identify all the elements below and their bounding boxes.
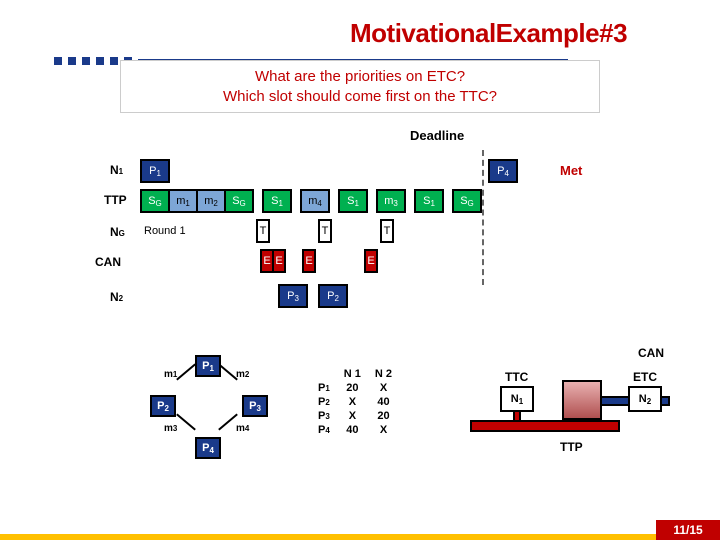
timeline-n1: P1 P4 (140, 159, 518, 183)
timeline-cell: m2 (196, 189, 226, 213)
timeline-ng: TTT (200, 219, 394, 243)
arch-can-label: CAN (638, 346, 664, 360)
timeline-cell: m3 (376, 189, 406, 213)
deadline-label: Deadline (410, 128, 464, 143)
timeline-cell (332, 219, 382, 243)
table-row: P440X (312, 424, 398, 436)
timeline-cell: m4 (300, 189, 330, 213)
graph-edge-m1: m1 (164, 369, 177, 380)
row-label-can: CAN (95, 255, 121, 269)
table-row: P120X (312, 382, 398, 394)
graph-node-p1: P1P1 (195, 355, 221, 377)
timeline-cell: T (256, 219, 270, 243)
row-label-ttp: TTP (104, 193, 127, 207)
timeline-cell: S1 (414, 189, 444, 213)
timeline-cell (200, 219, 258, 243)
graph-node-p4: P4 (195, 437, 221, 459)
timeline-cell: T (380, 219, 394, 243)
timeline-can: EEEE (200, 249, 378, 273)
page-number: 11/15 (656, 520, 720, 540)
timeline-cell (200, 284, 280, 308)
timeline-cell (200, 249, 262, 273)
arch-etc-label: ETC (633, 370, 657, 384)
graph-edge-m2: m2 (236, 369, 249, 380)
node-table: N 1N 2 P120XP2X40P3X20P440X (310, 366, 400, 438)
timeline-cell: S1 (338, 189, 368, 213)
round1-label: Round 1 (144, 225, 186, 237)
timeline-cell: P3 (278, 284, 308, 308)
arch-ttp-bus (470, 420, 620, 432)
timeline-cell: S1 (262, 189, 292, 213)
timeline-cell: m1 (168, 189, 198, 213)
row-label-ng: NG (110, 225, 125, 239)
question-line1: What are the priorities on ETC? (129, 67, 591, 87)
arch-node-n2: N2 (628, 386, 662, 412)
timeline-cell (170, 159, 490, 183)
footer: 11/15 (0, 514, 720, 540)
timeline-cell: SG (140, 189, 170, 213)
graph-edge-m3: m3 (164, 423, 177, 434)
graph-edge-m4: m4 (236, 423, 249, 434)
timeline-ttp: SGm1m2SGS1m4S1m3S1SG (140, 189, 482, 213)
footer-bar (0, 534, 720, 540)
timeline-cell: P1 (140, 159, 170, 183)
row-label-n1: N1 (110, 163, 123, 177)
arch-gateway (562, 380, 602, 420)
timeline-n2: P3 P2 (200, 284, 348, 308)
row-label-n2: N2 (110, 290, 123, 304)
timeline-cell (270, 219, 320, 243)
timeline-cell (316, 249, 366, 273)
slide-title: MotivationalExample#3 (350, 18, 627, 49)
table-row: P3X20 (312, 410, 398, 422)
timeline-cell: E (364, 249, 378, 273)
table-row: P2X40 (312, 396, 398, 408)
timeline-cell: P2 (318, 284, 348, 308)
arch-node-n1: N1 (500, 386, 534, 412)
timeline-cell: E (272, 249, 286, 273)
timeline-cell: T (318, 219, 332, 243)
timeline-cell: SG (452, 189, 482, 213)
architecture-diagram: CAN TTC ETC N1 N2 TTP (440, 360, 675, 470)
timeline-cell: P4 (488, 159, 518, 183)
question-line2: Which slot should come first on the TTC? (129, 87, 591, 107)
graph-node-p3: P3 (242, 395, 268, 417)
arch-ttp-label: TTP (560, 440, 583, 454)
timeline-cell: SG (224, 189, 254, 213)
arch-ttc-label: TTC (505, 370, 528, 384)
timeline-cell: E (302, 249, 316, 273)
process-graph: P1P1 P2 P3 P4 m1 m2 m3 m4 (150, 355, 270, 475)
met-label: Met (560, 163, 582, 178)
graph-node-p2: P2 (150, 395, 176, 417)
question-box: What are the priorities on ETC? Which sl… (120, 60, 600, 113)
